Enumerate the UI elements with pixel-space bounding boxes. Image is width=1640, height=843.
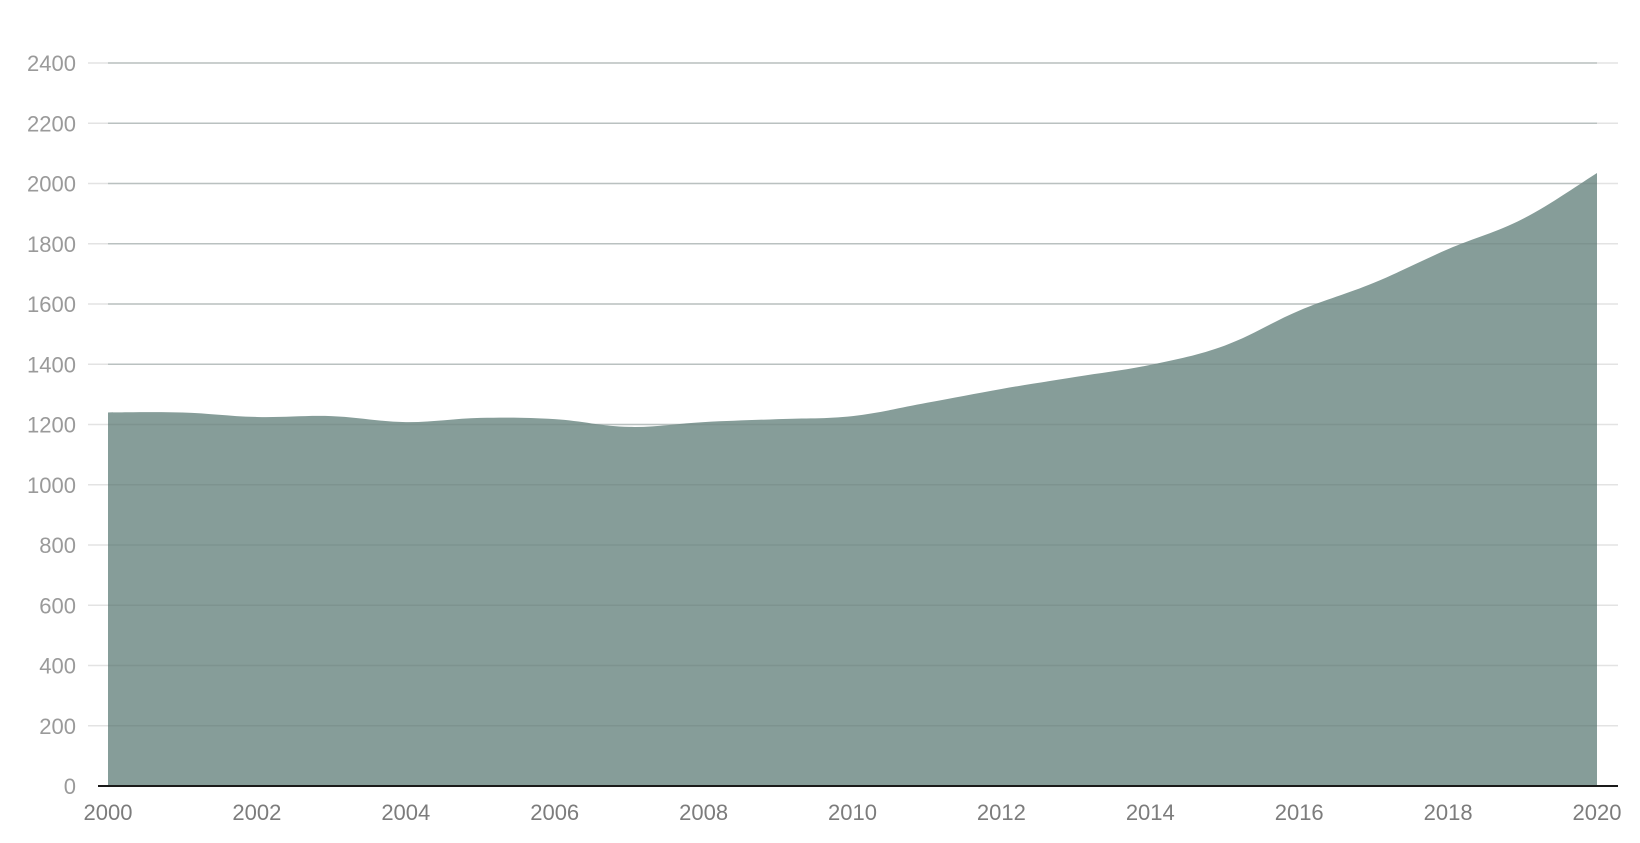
y-tick-label: 0 [64,774,76,799]
y-tick-label: 1600 [27,292,76,317]
y-tick-label: 1200 [27,413,76,438]
x-tick-label: 2020 [1573,800,1622,825]
y-tick-label: 2400 [27,51,76,76]
x-tick-label: 2006 [530,800,579,825]
axis-layer: 0 200 400 600 800 1000 1200 1400 1600 1800 2000 220… [27,51,1621,825]
y-tick-label: 1800 [27,232,76,257]
y-tick-label: 400 [39,654,76,679]
x-tick-label: 2002 [232,800,281,825]
grid-over-layer [108,62,1597,727]
x-tick-label: 2010 [828,800,877,825]
x-tick-label: 2008 [679,800,728,825]
y-tick-label: 2000 [27,172,76,197]
area-layer [108,172,1597,787]
x-tick-label: 2016 [1275,800,1324,825]
x-tick-label: 2004 [381,800,430,825]
y-tick-label: 1000 [27,473,76,498]
y-tick-label: 800 [39,533,76,558]
y-tick-label: 2200 [27,111,76,136]
x-tick-label: 2012 [977,800,1026,825]
y-tick-label: 600 [39,593,76,618]
area-series [108,172,1597,787]
x-tick-label: 2014 [1126,800,1175,825]
y-tick-label: 1400 [27,352,76,377]
x-tick-label: 2000 [84,800,133,825]
x-tick-label: 2018 [1424,800,1473,825]
y-tick-label: 200 [39,714,76,739]
